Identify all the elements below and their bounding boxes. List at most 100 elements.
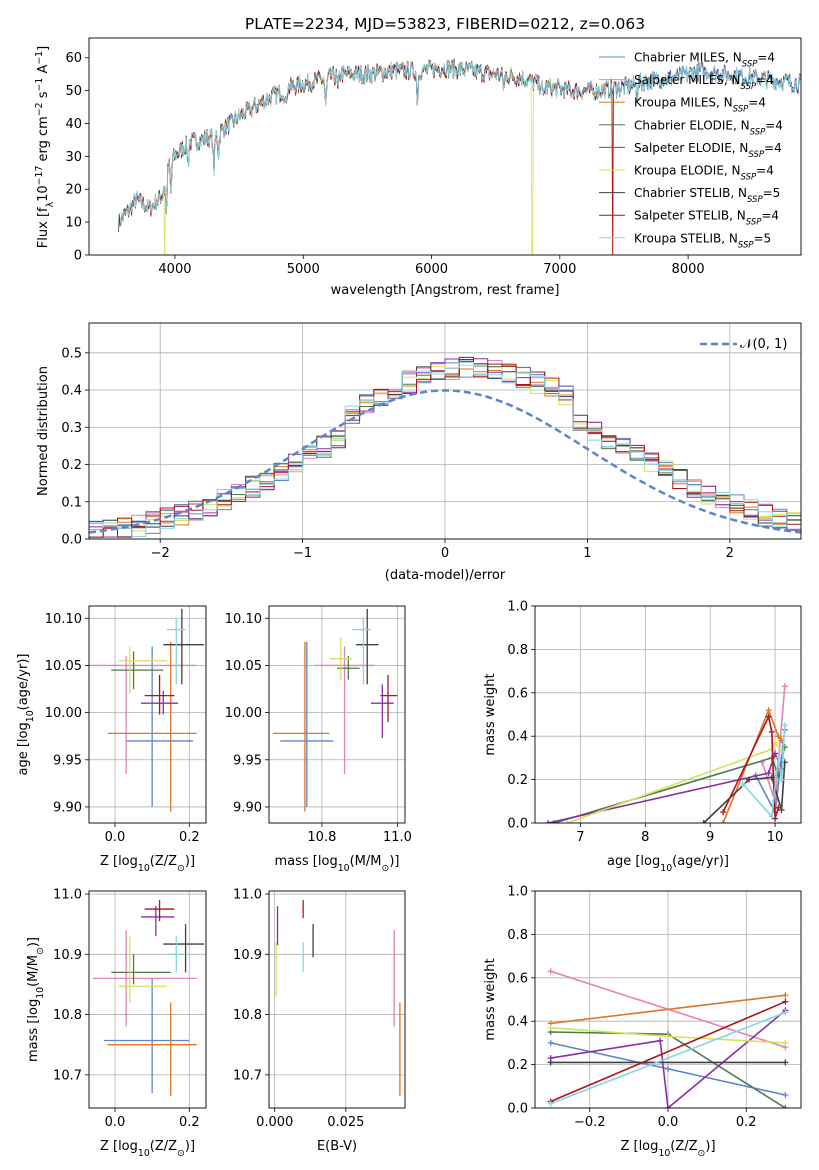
x-tick-label: 0 (441, 546, 449, 561)
grid-lines (535, 605, 801, 824)
y-tick-label: 0.4 (507, 1015, 528, 1030)
grid-lines (535, 890, 801, 1109)
x-axis-label: Z [log10(Z/Z⊙)] (620, 1139, 715, 1159)
series-line (554, 746, 786, 823)
panel-mass_vs_ebv: 0.000 0.025 10.7 10.8 10.9 11.0 (233, 888, 406, 1130)
series-marker (781, 722, 788, 729)
series-marker (665, 1065, 671, 1072)
axes-frame (88, 322, 802, 540)
y-tick-label: 0 (74, 249, 82, 264)
y-tick-label: 20 (65, 183, 82, 198)
errorbar-kroupa-elodie (329, 637, 353, 680)
y-tick-label: 40 (65, 117, 82, 132)
series-line (550, 1000, 786, 1103)
plot-area (92, 900, 205, 1096)
y-tick-label: 1.0 (507, 885, 528, 900)
x-tick-label: 0.000 (256, 1115, 293, 1130)
x-tick-label: 1 (583, 546, 591, 561)
series-kroupa-stelib (739, 722, 788, 820)
grid-lines (269, 606, 405, 823)
series-marker (782, 1105, 789, 1108)
series-kroupa-miles (720, 707, 785, 823)
series-marker (665, 1105, 671, 1108)
series-marker (564, 820, 571, 823)
y-tick-label: 10.9 (53, 948, 82, 963)
series-marker (782, 1009, 789, 1016)
y-tick-label: 0.6 (507, 686, 528, 701)
errorbar-chabrier-miles (126, 646, 193, 807)
series-marker (739, 780, 746, 787)
y-tick-label: 11.0 (53, 888, 82, 903)
y-tick-label: 9.95 (233, 753, 262, 768)
y-tick-label: 0.0 (507, 1102, 528, 1117)
y-axis-label: mass [log10(M/M⊙)] (26, 937, 46, 1062)
x-axis-label: wavelength [Angstrom, rest frame] (331, 283, 560, 298)
y-tick-label: 0.6 (507, 971, 528, 986)
x-tick-label: −0.2 (574, 1115, 606, 1130)
x-axis-label: age [log10(age/yr)] (607, 854, 729, 874)
errorbar-chabrier-stelib (355, 608, 379, 685)
y-tick-label: 0.5 (61, 346, 82, 361)
y-tick-label: 10.7 (233, 1068, 262, 1083)
series-line (550, 994, 786, 1025)
errorbar-salpeter-stelib (380, 674, 398, 723)
x-tick-label: 4000 (158, 262, 191, 277)
normal-curve (89, 389, 801, 534)
series-marker (765, 707, 772, 714)
errorbar-salpeter-miles (92, 930, 197, 1027)
x-tick-label: 2 (726, 546, 734, 561)
legend-label-salpeter-miles: Salpeter MILES, NSSP=4 (634, 73, 774, 92)
series-marker (775, 733, 782, 740)
series-marker (547, 1024, 554, 1031)
series-marker (665, 1033, 671, 1040)
y-tick-label: 10.8 (53, 1008, 82, 1023)
errorbar-kroupa-miles (272, 641, 330, 812)
y-tick-label: 9.90 (53, 800, 82, 815)
series-marker (782, 998, 789, 1005)
legend-label-kroupa-elodie: Kroupa ELODIE, NSSP=4 (634, 164, 774, 183)
legend-label-kroupa-stelib: Kroupa STELIB, NSSP=5 (634, 231, 771, 250)
y-tick-label: 10.10 (225, 612, 262, 627)
errorbar-chabrier-elodie (111, 954, 171, 985)
plot-area (544, 683, 788, 823)
legend-label-salpeter-elodie: Salpeter ELODIE, NSSP=4 (634, 141, 782, 160)
axes-frame (88, 37, 802, 256)
errorbar-kroupa-miles (107, 641, 197, 812)
y-axis-label: Normed distribution (36, 366, 51, 496)
series-chabrier-stelib (700, 759, 788, 823)
y-tick-label: 0.4 (507, 730, 528, 745)
series-marker (772, 739, 779, 746)
y-tick-label: 0.8 (507, 928, 528, 943)
errorbar-chabrier-miles (280, 641, 334, 807)
y-tick-label: 50 (65, 84, 82, 99)
errorbar-salpeter-miles (89, 656, 197, 774)
series-marker (765, 713, 772, 720)
x-tick-label: −2 (151, 546, 170, 561)
panel-mass_weight_vs_Z: −0.2 0.0 0.2 0.0 0.2 0.4 0.6 0.8 1.0 (507, 885, 802, 1130)
y-tick-label: 0.2 (61, 458, 82, 473)
plot-area (275, 900, 401, 1096)
series-marker (547, 1059, 554, 1066)
errorbar-kroupa-stelib (352, 618, 371, 685)
x-tick-label: 10.8 (307, 830, 336, 845)
y-tick-label: 60 (65, 51, 82, 66)
axes-frame (268, 605, 406, 824)
x-tick-label: 0.2 (179, 830, 200, 845)
x-tick-label: 0.2 (179, 1115, 200, 1130)
x-axis-label: Z [log10(Z/Z⊙)] (100, 1139, 195, 1159)
plot-area (118, 58, 801, 255)
y-tick-label: 10.8 (233, 1008, 262, 1023)
series-chabrier-stelib (547, 1059, 789, 1066)
errorbar-kroupa-stelib (167, 618, 186, 685)
series-marker (657, 1037, 664, 1044)
y-axis-label: mass weight (483, 958, 498, 1040)
axes-frame (88, 890, 207, 1109)
x-tick-label: 8000 (672, 262, 705, 277)
series-line (722, 707, 783, 823)
y-tick-label: 0.1 (61, 495, 82, 510)
x-tick-label: 0.0 (105, 1115, 126, 1130)
errorbar-kroupa-stelib (167, 936, 186, 973)
y-tick-label: 0.2 (507, 1058, 528, 1073)
y-axis-label: age [log10(age/yr)] (16, 654, 36, 776)
panel-mass_vs_Z: 0.0 0.2 10.7 10.8 10.9 11.0 (53, 888, 207, 1130)
